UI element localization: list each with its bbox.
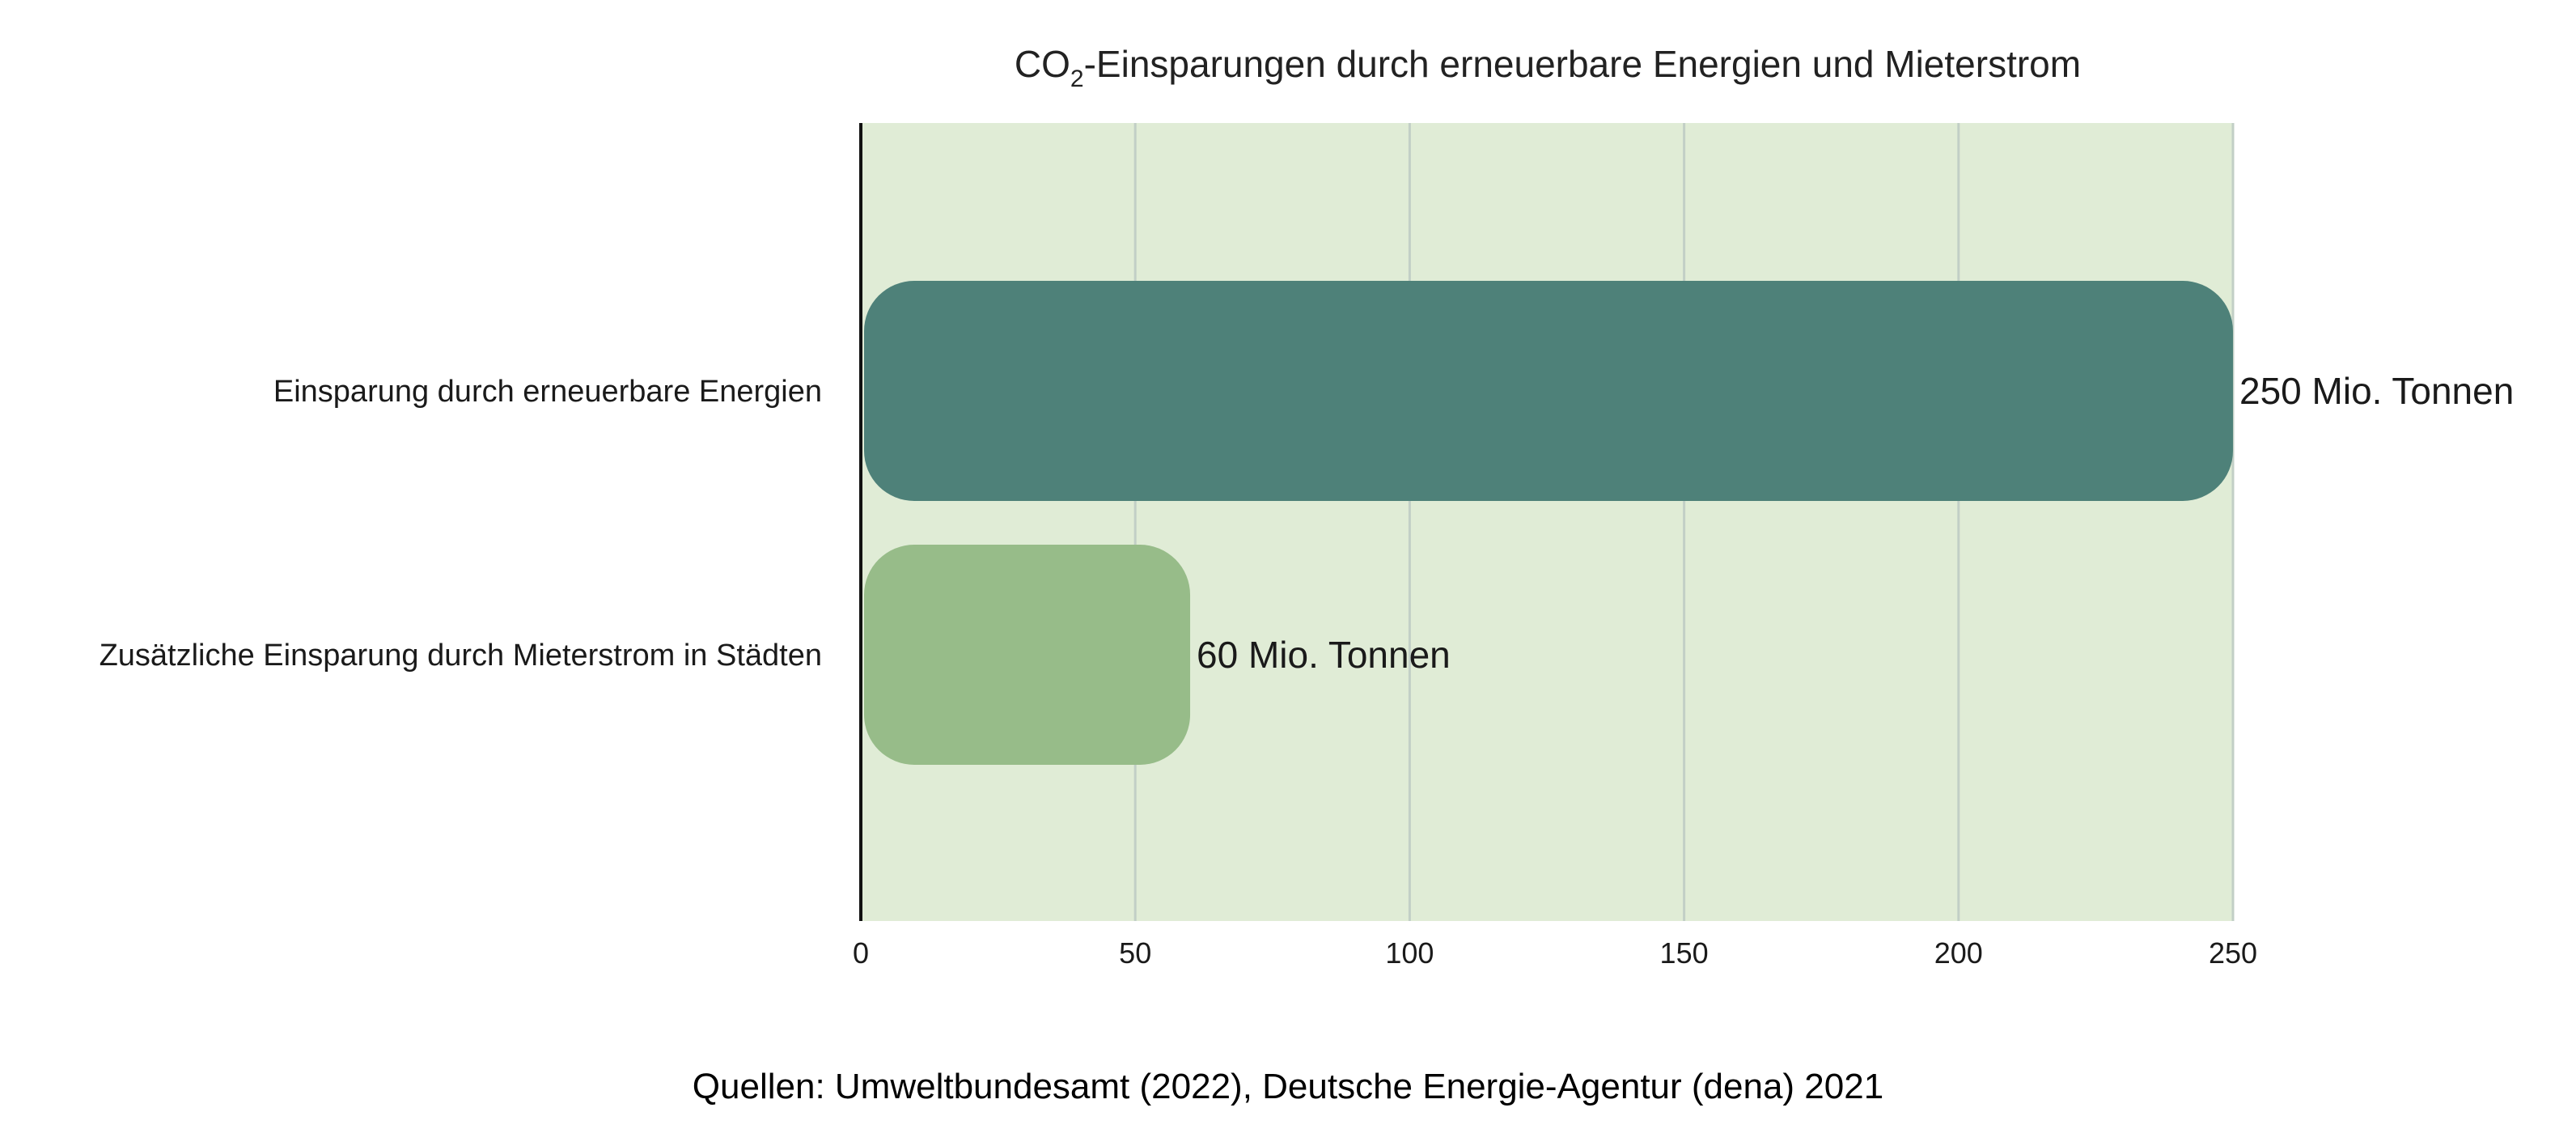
x-tick-label: 100 (1385, 936, 1434, 970)
gridlines (1133, 123, 2235, 921)
x-tick-label: 150 (1660, 936, 1709, 970)
data-label: 60 Mio. Tonnen (1197, 634, 1451, 676)
category-label: Einsparung durch erneuerbare Energien (273, 375, 822, 409)
x-tick-label: 200 (1934, 936, 1983, 970)
plot-background (861, 123, 2233, 921)
bars (864, 281, 2233, 765)
x-tick-label: 0 (853, 936, 869, 970)
category-labels: Einsparung durch erneuerbare Energien Zus… (100, 375, 822, 673)
x-tick-label: 250 (2209, 936, 2257, 970)
bar (864, 545, 1191, 765)
data-labels: 250 Mio. Tonnen 60 Mio. Tonnen (1197, 370, 2514, 676)
x-tick-labels: 0 50 100 150 200 250 (853, 936, 2257, 970)
chart-title-main: CO (1015, 43, 1070, 85)
chart-title-rest: -Einsparungen durch erneuerbare Energien… (1084, 43, 2081, 85)
chart-title: CO2-Einsparungen durch erneuerbare Energ… (1015, 43, 2081, 92)
chart-title-subscript: 2 (1070, 66, 1084, 92)
bar (864, 281, 2233, 501)
source-note: Quellen: Umweltbundesamt (2022), Deutsch… (692, 1067, 1884, 1106)
x-tick-label: 50 (1119, 936, 1151, 970)
data-label: 250 Mio. Tonnen (2239, 370, 2514, 412)
category-label: Zusätzliche Einsparung durch Mieterstrom… (100, 639, 822, 673)
